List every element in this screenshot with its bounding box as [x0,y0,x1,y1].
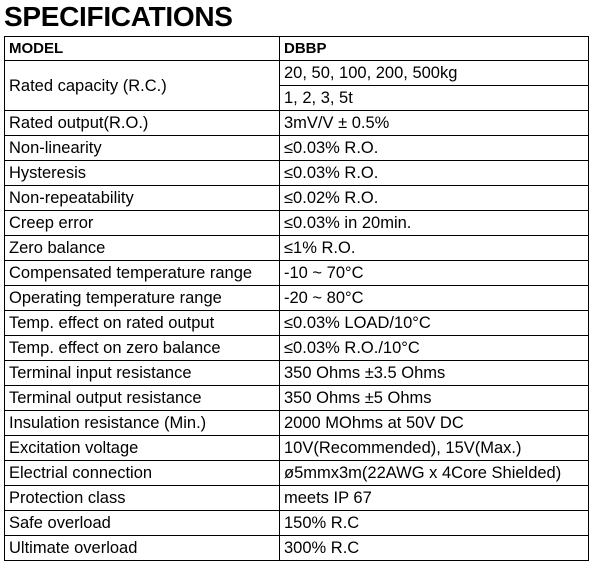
spec-value: 10V(Recommended), 15V(Max.) [279,435,589,461]
spec-value: -10 ~ 70°C [279,260,589,286]
spec-row: Insulation resistance (Min.) 2000 MOhms a… [4,410,589,436]
spec-value: ≤0.03% R.O. [279,160,589,186]
spec-label: Terminal output resistance [4,385,280,411]
spec-value: ≤0.02% R.O. [279,185,589,211]
spec-row: Creep error ≤0.03% in 20min. [4,210,589,236]
spec-value: meets IP 67 [279,485,589,511]
spec-row: Temp. effect on zero balance ≤0.03% R.O./… [4,335,589,361]
spec-label: Protection class [4,485,280,511]
header-cell: DBBP [279,36,589,61]
spec-label: Electrial connection [4,460,280,486]
spec-row: Safe overload 150% R.C [4,510,589,536]
header-row: MODEL DBBP [4,36,589,61]
spec-row: Ultimate overload 300% R.C [4,535,589,561]
spec-row: Terminal input resistance 350 Ohms ±3.5 O… [4,360,589,386]
spec-label: Hysteresis [4,160,280,186]
spec-row: Non-linearity ≤0.03% R.O. [4,135,589,161]
spec-label: Excitation voltage [4,435,280,461]
spec-row: Operating temperature range -20 ~ 80°C [4,285,589,311]
spec-label: Insulation resistance (Min.) [4,410,280,436]
spec-value: 350 Ohms ±5 Ohms [279,385,589,411]
spec-row: Hysteresis ≤0.03% R.O. [4,160,589,186]
spec-value: ø5mmx3m(22AWG x 4Core Shielded) [279,460,589,486]
spec-label: Rated output(R.O.) [4,110,280,136]
page-title: SPECIFICATIONS [4,1,233,32]
spec-label: Safe overload [4,510,280,536]
spec-row: 1, 2, 3, 5t [5,85,589,111]
spec-row: Electrial connection ø5mmx3m(22AWG x 4Cor… [4,460,589,486]
spec-label: Temp. effect on zero balance [4,335,280,361]
spec-value: ≤0.03% R.O. [279,135,589,161]
spec-label: Compensated temperature range [4,260,280,286]
spec-value: ≤0.03% R.O./10°C [279,335,589,361]
spec-label: Terminal input resistance [4,360,280,386]
spec-value: -20 ~ 80°C [279,285,589,311]
spec-label: Non-repeatability [4,185,280,211]
spec-label: Zero balance [4,235,280,261]
spec-value: 150% R.C [279,510,589,536]
spec-row: Protection class meets IP 67 [4,485,589,511]
spec-value: ≤1% R.O. [279,235,589,261]
spec-row: Zero balance ≤1% R.O. [4,235,589,261]
spec-value: 3mV/V ± 0.5% [279,110,589,136]
spec-value: 350 Ohms ±3.5 Ohms [279,360,589,386]
spec-value: ≤0.03% LOAD/10°C [279,310,589,336]
spec-row: Rated capacity (R.C.) 20, 50, 100, 200, 5… [4,60,589,111]
spec-label: Non-linearity [4,135,280,161]
spec-value: 300% R.C [279,535,589,561]
spec-row: Compensated temperature range -10 ~ 70°C [4,260,589,286]
spec-value: 1, 2, 3, 5t [279,85,589,111]
spec-label: Rated capacity (R.C.) [4,60,280,111]
header-cell: MODEL [4,36,280,61]
spec-row: Rated output(R.O.) 3mV/V ± 0.5% [4,110,589,136]
spec-label: Operating temperature range [4,285,280,311]
spec-row: Excitation voltage 10V(Recommended), 15V(… [4,435,589,461]
spec-row: Non-repeatability ≤0.02% R.O. [4,185,589,211]
spec-value: 2000 MOhms at 50V DC [279,410,589,436]
spec-label: Ultimate overload [4,535,280,561]
spec-row: Temp. effect on rated output ≤0.03% LOAD/… [4,310,589,336]
spec-row: Terminal output resistance 350 Ohms ±5 Oh… [4,385,589,411]
spec-value: ≤0.03% in 20min. [279,210,589,236]
spec-label: Temp. effect on rated output [4,310,280,336]
spec-table: MODEL DBBP Rated capacity (R.C.) 20, 50, 10… [4,36,589,561]
spec-label: Creep error [4,210,280,236]
spec-value: 20, 50, 100, 200, 500kg [279,60,589,86]
